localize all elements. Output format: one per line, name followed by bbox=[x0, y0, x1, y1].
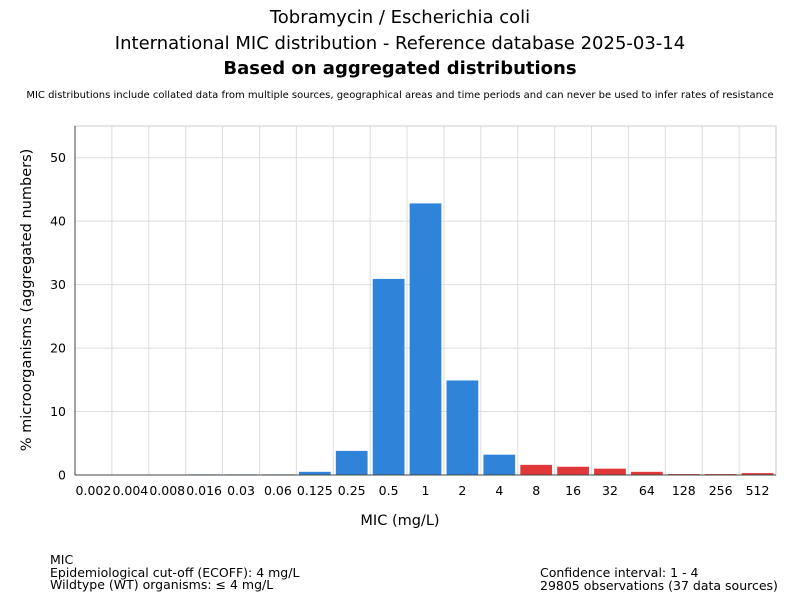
x-tick-label: 0.008 bbox=[149, 483, 185, 498]
footer-ecoff: Epidemiological cut-off (ECOFF): 4 mg/L bbox=[50, 564, 300, 580]
footer-observations: 29805 observations (37 data sources) bbox=[540, 577, 778, 593]
x-tick-label: 0.002 bbox=[76, 483, 112, 498]
x-tick-label: 0.125 bbox=[297, 483, 333, 498]
x-tick-label: 128 bbox=[672, 483, 696, 498]
x-tick-label: 0.03 bbox=[227, 483, 255, 498]
x-tick-label: 0.004 bbox=[112, 483, 148, 498]
bar-16 bbox=[557, 466, 589, 475]
bar-1 bbox=[409, 203, 442, 475]
x-tick-label: 256 bbox=[709, 483, 733, 498]
footer-mic-label: MIC bbox=[50, 552, 74, 567]
bar-64 bbox=[631, 471, 663, 475]
tick-labels: 0 10 20 30 40 50 0.002 0.004 0.008 0.016 0.03 0.06 0… bbox=[50, 150, 769, 498]
y-tick-label: 0 bbox=[58, 468, 66, 483]
x-tick-label: 16 bbox=[565, 483, 581, 498]
footer-wildtype: Wildtype (WT) organisms: ≤ 4 mg/L bbox=[50, 577, 274, 592]
x-tick-label: 32 bbox=[602, 483, 618, 498]
chart-subtitle: International MIC distribution - Referen… bbox=[114, 33, 686, 54]
x-tick-label: 64 bbox=[639, 483, 655, 498]
y-tick-label: 50 bbox=[50, 150, 66, 165]
footer-confidence-interval: Confidence interval: 1 - 4 bbox=[540, 565, 699, 580]
bar-4 bbox=[483, 454, 516, 475]
x-tick-label: 512 bbox=[746, 483, 770, 498]
y-tick-label: 20 bbox=[50, 341, 66, 356]
bar-0.25 bbox=[335, 450, 368, 475]
footer-left: MIC Epidemiological cut-off (ECOFF): 4 m… bbox=[50, 552, 300, 592]
x-tick-label: 0.5 bbox=[379, 483, 399, 498]
y-tick-label: 10 bbox=[50, 404, 66, 419]
bar-0.5 bbox=[372, 278, 405, 475]
y-axis-label: % microorganisms (aggregated numbers) bbox=[19, 149, 35, 452]
x-tick-label: 8 bbox=[532, 483, 540, 498]
bar-512 bbox=[741, 473, 774, 475]
x-tick-label: 4 bbox=[495, 483, 503, 498]
chart-subtitle-bold: Based on aggregated distributions bbox=[223, 58, 577, 79]
y-tick-label: 30 bbox=[50, 277, 66, 292]
grid-lines bbox=[75, 126, 776, 476]
x-tick-label: 0.25 bbox=[338, 483, 366, 498]
chart-note: MIC distributions include collated data … bbox=[26, 90, 774, 101]
x-tick-label: 2 bbox=[458, 483, 466, 498]
bar-0.125 bbox=[298, 471, 331, 475]
footer-right: Confidence interval: 1 - 4 29805 observa… bbox=[540, 565, 778, 593]
x-tick-label: 0.06 bbox=[264, 483, 292, 498]
chart-title: Tobramycin / Escherichia coli bbox=[269, 7, 531, 28]
y-tick-label: 40 bbox=[50, 214, 66, 229]
x-axis-label: MIC (mg/L) bbox=[360, 513, 439, 529]
bar-8 bbox=[520, 464, 553, 475]
x-tick-label: 1 bbox=[422, 483, 430, 498]
bar-32 bbox=[594, 468, 626, 475]
bars bbox=[188, 203, 774, 475]
bar-2 bbox=[446, 380, 479, 475]
x-tick-label: 0.016 bbox=[186, 483, 222, 498]
